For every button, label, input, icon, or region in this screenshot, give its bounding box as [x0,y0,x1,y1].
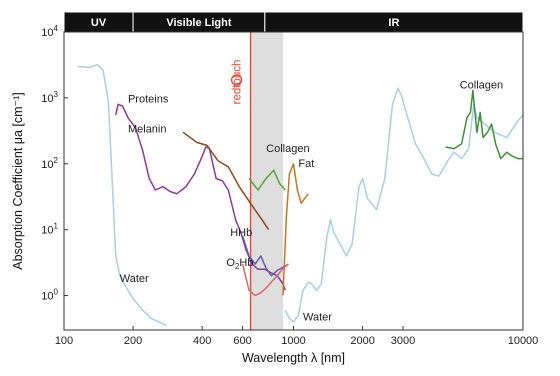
x-tick-label: 10000 [508,335,539,347]
x-tick-label: 400 [193,335,211,347]
annotation-water: Water [303,311,332,323]
series-water-1 [284,87,524,323]
series-proteins-2 [114,103,286,291]
x-tick-label: 100 [55,335,73,347]
y-tick-label: 104 [41,24,58,39]
marker-label: redtouch [232,60,244,105]
marker-dot-icon [230,74,243,86]
plot-frame [63,31,524,331]
x-tick-label: 2000 [350,335,374,347]
series-collagen-4 [248,169,286,191]
y-tick-label: 101 [41,222,58,237]
series-melanin-3 [182,131,270,231]
band-label-visible-light: Visible Light [166,17,232,29]
series-water-0 [77,63,167,327]
annotation-hhb: HHb [230,227,252,239]
x-tick-label: 200 [124,335,142,347]
y-axis-title: Absorption Coefficient μa [cm⁻¹] [11,92,25,270]
series-collagen-6 [445,89,523,160]
annotation-proteins: Proteins [128,94,169,106]
x-axis-title: Wavelength λ [nm] [242,351,345,365]
x-tick-label: 1000 [281,335,305,347]
y-tick-label: 102 [41,156,58,171]
y-tick-label: 100 [41,288,58,303]
annotation-o2hb: O2Hb [226,257,253,271]
highlight-region [250,32,283,330]
x-tick-label: 3000 [391,335,415,347]
annotation-collagen: Collagen [460,79,503,91]
band-label-uv: UV [91,17,107,29]
annotation-fat: Fat [298,158,314,170]
annotation-collagen: Collagen [266,143,309,155]
series-hhb-7 [241,235,289,277]
y-tick-label: 103 [41,90,58,105]
annotation-melanin: Melanin [128,123,167,135]
series-o2hb-8 [241,263,289,297]
x-tick-label: 600 [233,335,251,347]
band-label-ir: IR [388,17,399,29]
annotation-water: Water [120,273,149,285]
series-fat-5 [282,163,309,296]
